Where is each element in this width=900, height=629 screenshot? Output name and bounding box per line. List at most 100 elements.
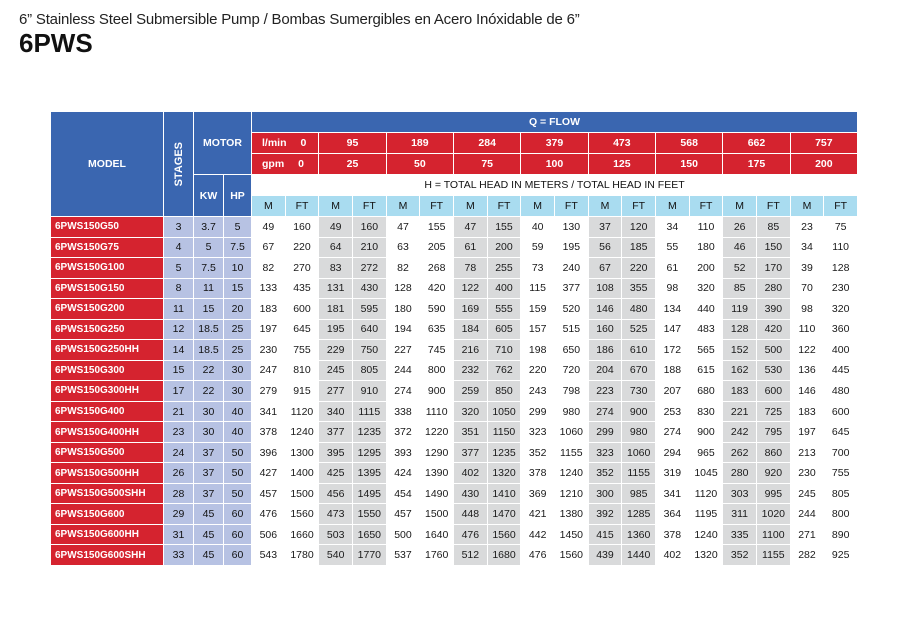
- head-meters-cell: 52: [723, 258, 756, 278]
- head-meters-cell: 197: [252, 319, 285, 340]
- head-meters-cell: 46: [723, 237, 756, 258]
- head-meters-cell: 338: [386, 401, 420, 422]
- head-feet-cell: 160: [285, 217, 319, 237]
- head-feet-cell: 805: [824, 483, 857, 504]
- head-meters-cell: 221: [723, 401, 756, 422]
- head-feet-cell: 185: [622, 237, 655, 258]
- head-meters-cell: 23: [790, 217, 824, 237]
- head-meters-cell: 299: [588, 422, 622, 442]
- stages-value: 3: [164, 217, 193, 237]
- head-feet-cell: 480: [824, 381, 857, 401]
- head-meters-cell: 169: [454, 299, 487, 319]
- head-feet-cell: 1380: [555, 504, 588, 524]
- head-feet-cell: 650: [555, 340, 588, 360]
- head-meters-cell: 378: [252, 422, 285, 442]
- head-meters-cell: 227: [386, 340, 420, 360]
- feet-header: FT: [757, 196, 790, 216]
- head-feet-cell: 762: [487, 360, 521, 381]
- lmin-value: 379: [521, 133, 588, 153]
- feet-header: FT: [353, 196, 386, 216]
- head-feet-cell: 795: [757, 422, 790, 442]
- head-feet-cell: 1660: [285, 524, 319, 545]
- head-meters-cell: 98: [790, 299, 824, 319]
- model-name: 6PWS150G250HH: [51, 340, 163, 360]
- head-feet-cell: 155: [487, 217, 521, 237]
- head-meters-cell: 183: [790, 401, 824, 422]
- kw-value: 45: [194, 524, 223, 545]
- head-meters-cell: 341: [252, 401, 285, 422]
- head-feet-cell: 1470: [487, 504, 521, 524]
- head-meters-cell: 70: [790, 278, 824, 299]
- kw-value: 45: [194, 545, 223, 565]
- model-name: 6PWS150G300HH: [51, 381, 163, 401]
- gpm-value: 100: [521, 154, 588, 174]
- head-feet-cell: 755: [285, 340, 319, 360]
- head-feet-cell: 800: [824, 504, 857, 524]
- head-feet-cell: 670: [622, 360, 655, 381]
- head-feet-cell: 555: [487, 299, 521, 319]
- head-feet-cell: 1770: [353, 545, 386, 565]
- head-feet-cell: 710: [487, 340, 521, 360]
- head-feet-cell: 1550: [353, 504, 386, 524]
- head-meters-cell: 537: [386, 545, 420, 565]
- head-meters-cell: 421: [521, 504, 554, 524]
- head-feet-cell: 1500: [285, 483, 319, 504]
- head-meters-cell: 352: [588, 463, 622, 483]
- kw-value: 22: [194, 381, 223, 401]
- head-feet-cell: 377: [555, 278, 588, 299]
- head-feet-cell: 900: [420, 381, 453, 401]
- head-meters-cell: 415: [588, 524, 622, 545]
- motor-header: MOTOR: [194, 112, 251, 174]
- head-meters-cell: 395: [319, 442, 352, 463]
- meters-header: M: [656, 196, 689, 216]
- feet-header: FT: [622, 196, 655, 216]
- meters-header: M: [790, 196, 824, 216]
- head-meters-cell: 184: [454, 319, 487, 340]
- feet-header: FT: [487, 196, 521, 216]
- feet-header: FT: [420, 196, 453, 216]
- head-meters-cell: 133: [252, 278, 285, 299]
- meters-header: M: [723, 196, 756, 216]
- head-meters-cell: 476: [252, 504, 285, 524]
- head-feet-cell: 1680: [487, 545, 521, 565]
- head-feet-cell: 110: [689, 217, 723, 237]
- gpm-header-cell: gpm 0: [252, 154, 319, 174]
- head-feet-cell: 110: [824, 237, 857, 258]
- head-feet-cell: 640: [353, 319, 386, 340]
- head-meters-cell: 427: [252, 463, 285, 483]
- head-feet-cell: 1240: [555, 463, 588, 483]
- head-meters-cell: 402: [454, 463, 487, 483]
- model-name: 6PWS150G200: [51, 299, 163, 319]
- head-feet-cell: 645: [285, 319, 319, 340]
- head-feet-cell: 1020: [757, 504, 790, 524]
- stages-value: 28: [164, 483, 193, 504]
- head-meters-cell: 40: [521, 217, 554, 237]
- head-meters-cell: 172: [656, 340, 689, 360]
- head-feet-cell: 1395: [353, 463, 386, 483]
- hp-value: 30: [224, 381, 251, 401]
- hp-value: 50: [224, 463, 251, 483]
- stages-value: 29: [164, 504, 193, 524]
- head-meters-cell: 425: [319, 463, 352, 483]
- head-feet-cell: 128: [824, 258, 857, 278]
- kw-header: KW: [194, 175, 223, 216]
- head-feet-cell: 730: [622, 381, 655, 401]
- head-feet-cell: 170: [757, 258, 790, 278]
- head-feet-cell: 1500: [420, 504, 453, 524]
- model-name: 6PWS150G500HH: [51, 463, 163, 483]
- head-meters-cell: 180: [386, 299, 420, 319]
- lmin-value: 473: [588, 133, 655, 153]
- head-meters-cell: 82: [252, 258, 285, 278]
- head-meters-cell: 244: [790, 504, 824, 524]
- head-meters-cell: 34: [790, 237, 824, 258]
- head-meters-cell: 26: [723, 217, 756, 237]
- head-meters-cell: 73: [521, 258, 554, 278]
- stages-header-label: STAGES: [172, 141, 185, 187]
- head-feet-cell: 1240: [689, 524, 723, 545]
- head-meters-cell: 323: [521, 422, 554, 442]
- head-feet-cell: 565: [689, 340, 723, 360]
- stages-value: 33: [164, 545, 193, 565]
- head-feet-cell: 980: [555, 401, 588, 422]
- hp-value: 15: [224, 278, 251, 299]
- head-meters-cell: 262: [723, 442, 756, 463]
